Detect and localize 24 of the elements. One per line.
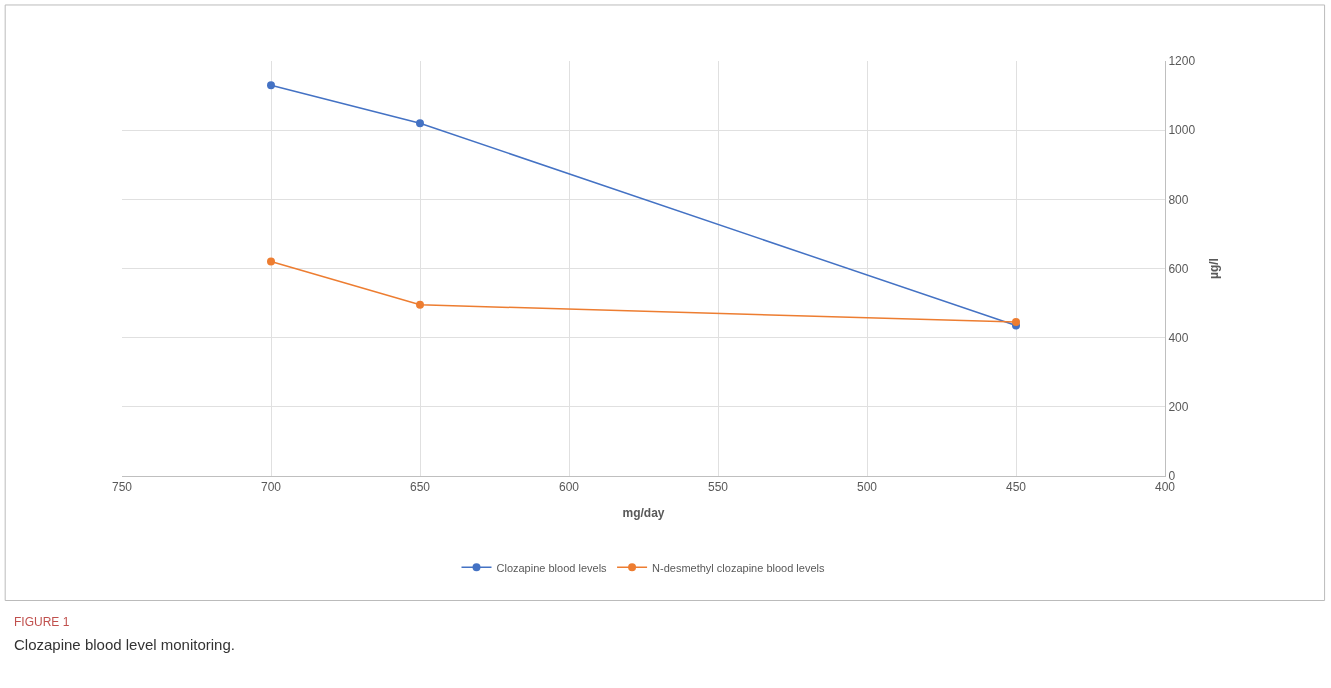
y-tick-label: 1200 — [1168, 54, 1196, 69]
x-tick-label: 750 — [111, 480, 133, 495]
x-tick-label: 600 — [558, 480, 580, 495]
x-tick-label: 700 — [260, 480, 282, 495]
x-axis-title: mg/day — [622, 506, 665, 521]
y-tick-label: 600 — [1168, 261, 1189, 276]
x-tick-label: 550 — [707, 480, 729, 495]
legend-label: N-desmethyl clozapine blood levels — [652, 561, 825, 574]
y-axis-title: µg/l — [1207, 258, 1222, 279]
legend-label: Clozapine blood levels — [496, 561, 608, 574]
y-tick-label: 800 — [1168, 192, 1189, 207]
point — [267, 81, 275, 90]
point — [416, 119, 424, 128]
x-tick-label: 650 — [409, 480, 431, 495]
text: Clozapine blood level monitoring. — [14, 636, 235, 653]
x-tick-label: 400 — [1154, 480, 1176, 495]
caption: FIGURE 1 — [14, 615, 70, 629]
y-tick-label: 400 — [1168, 330, 1189, 345]
y-tick-label: 1000 — [1168, 123, 1196, 138]
point — [416, 300, 424, 309]
x-tick-label: 500 — [856, 480, 878, 495]
y-tick-label: 200 — [1168, 400, 1189, 415]
x-tick-label: 450 — [1005, 480, 1027, 495]
point — [267, 257, 275, 266]
